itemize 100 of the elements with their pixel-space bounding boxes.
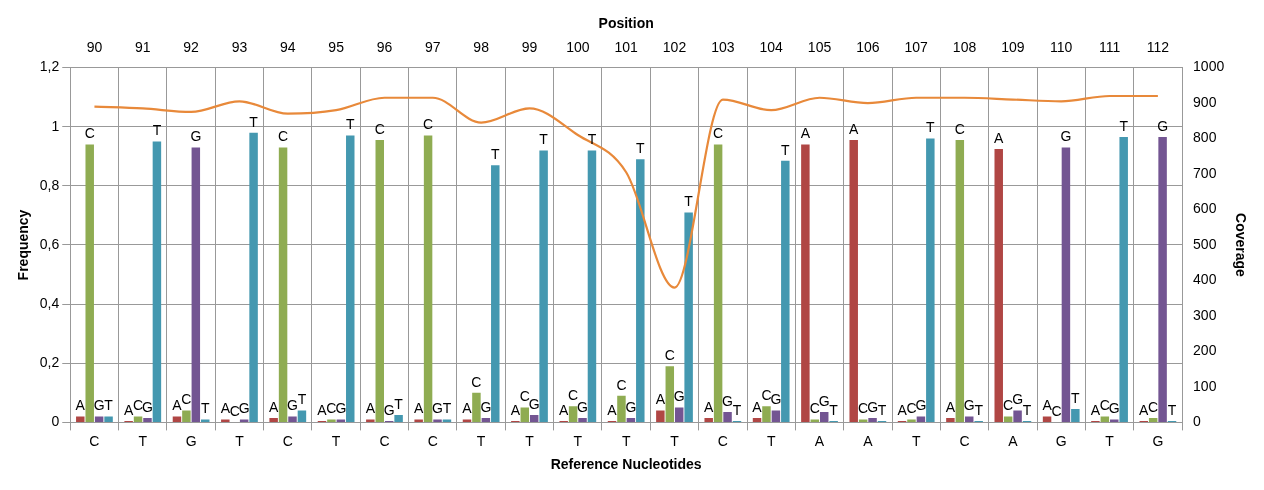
data-label: G bbox=[625, 398, 637, 415]
data-label: T bbox=[297, 391, 307, 408]
x-tick-label: C bbox=[427, 432, 438, 449]
data-label: A bbox=[172, 397, 183, 414]
data-label: T bbox=[877, 401, 887, 418]
y2-tick-label: 300 bbox=[1193, 306, 1217, 323]
data-label: C bbox=[229, 403, 240, 420]
data-label: C bbox=[181, 391, 192, 408]
data-label: T bbox=[152, 122, 162, 139]
y-tick-label: 1,2 bbox=[39, 58, 60, 75]
data-label: T bbox=[345, 116, 355, 133]
x2-tick-label: 109 bbox=[1001, 39, 1025, 56]
y2-tick-label: 0 bbox=[1193, 413, 1202, 430]
data-label: T bbox=[539, 131, 549, 148]
data-label: A bbox=[1139, 401, 1150, 418]
x2-tick-label: 93 bbox=[231, 39, 248, 56]
x2-tick-label: 112 bbox=[1146, 39, 1170, 56]
data-label: C bbox=[568, 387, 579, 403]
y2-tick-label: 100 bbox=[1193, 377, 1217, 394]
data-label: G bbox=[770, 391, 782, 408]
data-label: G bbox=[1108, 400, 1120, 417]
data-label: G bbox=[915, 397, 927, 414]
x-tick-label: G bbox=[1055, 432, 1067, 449]
data-label: G bbox=[1060, 128, 1072, 145]
x-tick-label: T bbox=[911, 432, 921, 449]
data-label: A bbox=[655, 391, 666, 408]
data-label: G bbox=[335, 400, 347, 417]
y2-axis-title: Coverage bbox=[1232, 213, 1249, 278]
x-tick-label: T bbox=[331, 432, 341, 449]
data-label: C bbox=[1003, 397, 1014, 414]
x-tick-label: C bbox=[379, 432, 390, 449]
x2-axis-title: Position bbox=[598, 15, 654, 32]
y-tick-label: 1 bbox=[51, 117, 60, 134]
y2-tick-label: 200 bbox=[1193, 342, 1217, 359]
data-label: C bbox=[858, 400, 869, 417]
x-tick-label: C bbox=[89, 432, 100, 449]
y2-tick-label: 700 bbox=[1193, 164, 1217, 181]
x-tick-label: T bbox=[525, 432, 535, 449]
data-label: G bbox=[432, 400, 443, 417]
data-label: G bbox=[673, 388, 685, 405]
data-label: T bbox=[1022, 401, 1032, 418]
data-label: T bbox=[636, 140, 646, 157]
x-tick-label: A bbox=[814, 432, 825, 449]
y2-tick-label: 600 bbox=[1193, 200, 1217, 217]
x2-tick-label: 103 bbox=[711, 39, 735, 56]
data-label: T bbox=[829, 401, 839, 418]
data-label: C bbox=[906, 400, 917, 417]
data-label: G bbox=[287, 397, 298, 414]
x-tick-label: T bbox=[235, 432, 245, 449]
data-label: A bbox=[752, 398, 763, 415]
x-tick-label: T bbox=[766, 432, 776, 449]
x2-tick-label: 91 bbox=[134, 39, 151, 56]
data-label: T bbox=[394, 395, 404, 412]
data-label: A bbox=[994, 129, 1005, 146]
data-label: T bbox=[442, 400, 452, 417]
data-label: G bbox=[238, 400, 250, 417]
data-label: C bbox=[761, 387, 772, 403]
data-label: A bbox=[704, 398, 715, 415]
data-label: T bbox=[1119, 117, 1129, 134]
y-tick-label: 0,6 bbox=[39, 235, 60, 252]
data-label: A bbox=[365, 400, 376, 417]
y-tick-label: 0,4 bbox=[39, 294, 60, 311]
x-tick-label: T bbox=[670, 432, 680, 449]
data-label: T bbox=[249, 113, 259, 130]
x2-tick-label: 100 bbox=[566, 39, 590, 56]
x-tick-label: C bbox=[282, 432, 293, 449]
x-tick-label: A bbox=[863, 432, 874, 449]
x-tick-label: C bbox=[717, 432, 728, 449]
data-label: T bbox=[781, 141, 791, 158]
data-label: T bbox=[974, 401, 984, 418]
data-label: T bbox=[491, 146, 500, 163]
x-tick-label: G bbox=[1152, 432, 1164, 449]
y-tick-label: 0,8 bbox=[39, 176, 60, 193]
data-label: A bbox=[462, 400, 473, 417]
data-label: C bbox=[713, 125, 724, 142]
data-label: A bbox=[800, 125, 811, 142]
x2-tick-label: 110 bbox=[1050, 39, 1073, 56]
x-tick-label: T bbox=[621, 432, 631, 449]
data-label: G bbox=[528, 395, 540, 412]
data-label: C bbox=[1148, 398, 1159, 415]
data-label: G bbox=[142, 398, 153, 415]
data-label: G bbox=[480, 398, 492, 415]
x-tick-label: G bbox=[185, 432, 197, 449]
y2-tick-label: 900 bbox=[1193, 93, 1217, 110]
data-label: A bbox=[75, 397, 86, 414]
data-label: T bbox=[104, 397, 114, 414]
data-label: A bbox=[510, 401, 521, 418]
data-label: C bbox=[423, 116, 434, 133]
x2-tick-label: 92 bbox=[183, 39, 200, 56]
data-label: G bbox=[722, 392, 733, 409]
x-tick-label: A bbox=[1008, 432, 1019, 449]
x-tick-label: T bbox=[476, 432, 486, 449]
data-label: T bbox=[1167, 401, 1177, 418]
data-label: A bbox=[1090, 401, 1101, 418]
x-axis-title: Reference Nucleotides bbox=[550, 456, 702, 473]
x2-tick-label: 97 bbox=[425, 39, 441, 56]
data-label: G bbox=[1157, 117, 1169, 134]
data-label: C bbox=[519, 388, 530, 405]
data-label: T bbox=[926, 119, 936, 136]
x-tick-label: C bbox=[959, 432, 970, 449]
